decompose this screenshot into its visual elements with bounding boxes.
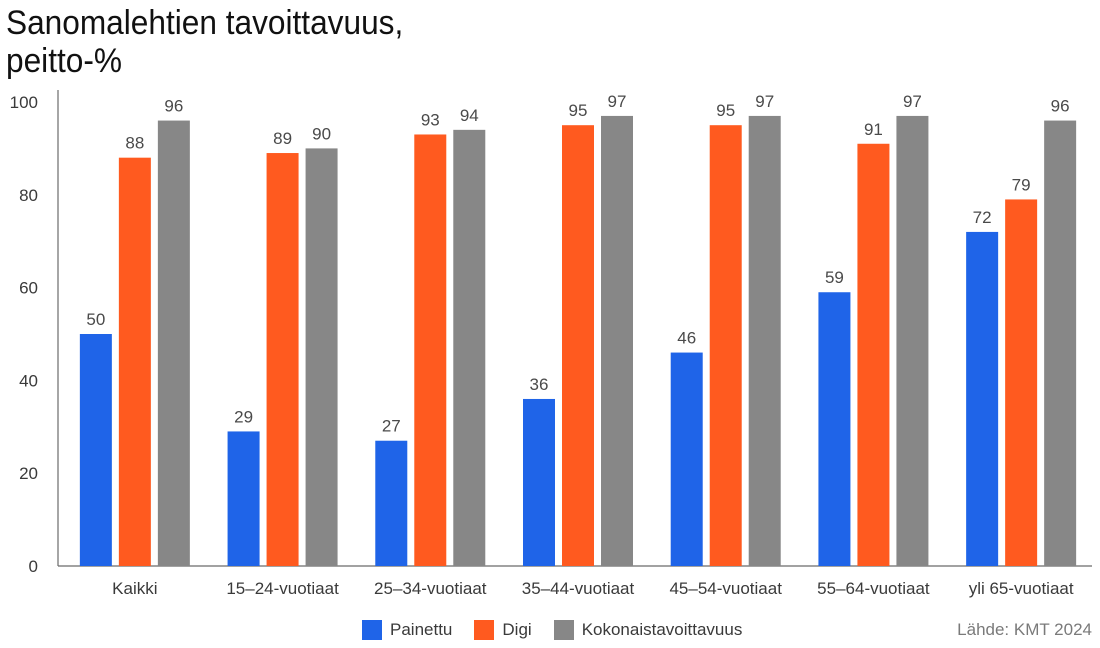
bar [118,157,151,566]
x-tick-label: Kaikki [112,579,157,598]
bar-value-label: 89 [273,129,292,148]
bar-value-label: 46 [677,329,696,348]
bar [966,231,999,567]
bar [601,115,633,567]
y-tick-label: 40 [19,371,38,390]
bar [414,134,447,567]
bar-value-label: 90 [312,124,331,143]
legend-label-painettu: Painettu [390,620,453,639]
y-tick-label: 100 [10,93,38,112]
legend-swatch-digi [474,620,495,640]
legend: Painettu Digi Kokonaistavoittavuus [362,620,764,640]
bar-value-label: 96 [164,97,183,116]
y-tick-label: 80 [19,186,38,205]
x-tick-label: 15–24-vuotiaat [226,579,339,598]
bar [562,125,594,566]
bar [748,115,781,567]
legend-item-digi: Digi [474,620,532,640]
legend-label-digi: Digi [502,620,532,639]
legend-item-kokonaistavoittavuus: Kokonaistavoittavuus [553,620,743,640]
bar [227,431,260,566]
bar-value-label: 59 [825,268,844,287]
y-tick-label: 0 [29,557,38,576]
bar-value-label: 97 [903,92,922,111]
bar [670,352,703,566]
legend-item-painettu: Painettu [362,620,452,640]
bar-value-label: 97 [608,92,627,111]
chart-title: Sanomalehtien tavoittavuus, peitto-% [6,4,403,80]
bar [375,440,408,566]
bar [857,143,890,566]
bar-value-label: 95 [716,101,735,120]
legend-label-kokonaistavoittavuus: Kokonaistavoittavuus [581,620,743,639]
bar [266,153,299,567]
bar-value-label: 96 [1051,97,1070,116]
bar-value-label: 27 [382,417,401,436]
chart-title-line1: Sanomalehtien tavoittavuus, [6,4,404,42]
bar [523,398,555,566]
bar-value-label: 36 [530,375,549,394]
bar [896,115,929,567]
x-tick-label: yli 65-vuotiaat [969,579,1074,598]
bar-value-label: 79 [1012,175,1031,194]
bar-value-label: 91 [864,120,883,139]
bar-value-label: 94 [460,106,479,125]
legend-swatch-kokonaistavoittavuus [553,620,574,640]
y-tick-label: 20 [19,464,38,483]
bar-value-label: 29 [234,407,253,426]
bar [709,125,742,566]
bar-value-label: 97 [755,92,774,111]
bar [79,334,112,566]
chart-subtitle: peitto-% [6,42,123,80]
bar [305,148,338,566]
x-tick-label: 45–54-vuotiaat [669,579,782,598]
bar [453,129,486,566]
bar [818,292,851,566]
x-tick-label: 35–44-vuotiaat [522,579,635,598]
y-tick-label: 60 [19,279,38,298]
bar-value-label: 88 [125,134,144,153]
bar [1044,120,1077,566]
legend-swatch-painettu [362,620,382,640]
bar-value-label: 95 [569,101,588,120]
bar-value-label: 93 [421,110,440,129]
bar [157,120,190,566]
source-note: Lähde: KMT 2024 [957,620,1092,639]
x-tick-label: 25–34-vuotiaat [374,579,487,598]
bar [1005,199,1038,566]
bar-value-label: 72 [973,208,992,227]
bar-value-label: 50 [86,310,105,329]
x-tick-label: 55–64-vuotiaat [817,579,930,598]
